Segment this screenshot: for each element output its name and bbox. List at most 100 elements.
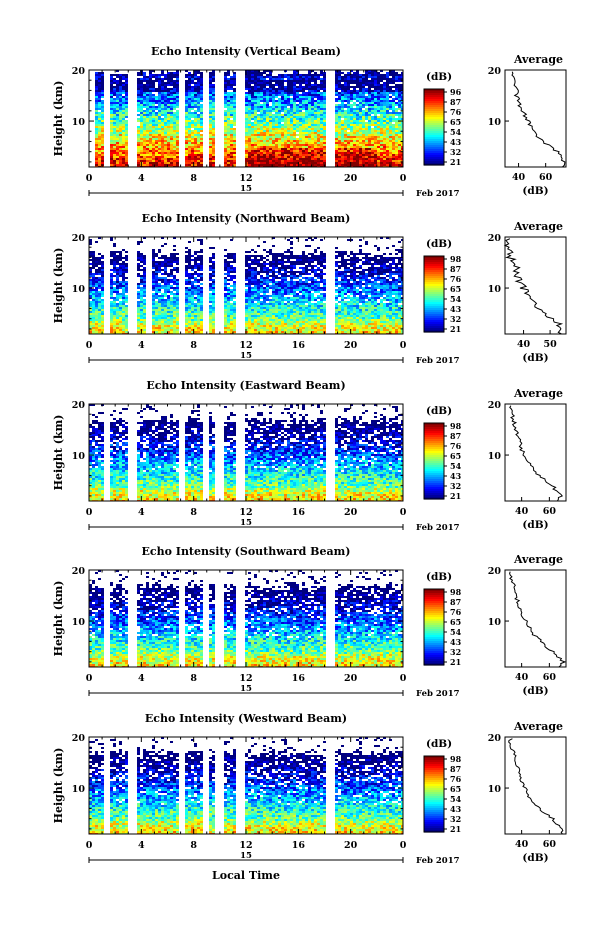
heatmap-cell xyxy=(113,261,116,263)
heatmap-cell xyxy=(233,100,236,102)
heatmap-cell xyxy=(125,331,128,333)
heatmap-cell xyxy=(317,98,320,100)
heatmap-cell xyxy=(359,84,362,86)
heatmap-cell xyxy=(224,126,227,128)
heatmap-cell xyxy=(392,126,395,128)
heatmap-cell xyxy=(146,78,149,80)
heatmap-cell xyxy=(365,144,368,146)
heatmap-cell xyxy=(152,295,155,297)
heatmap-cell xyxy=(89,279,92,281)
heatmap-cell xyxy=(110,162,113,164)
heatmap-cell xyxy=(311,78,314,80)
heatmap-cell xyxy=(200,158,203,160)
x-tick-label: 16 xyxy=(292,173,306,184)
heatmap-cell xyxy=(110,134,113,136)
profile-title: Average xyxy=(513,53,563,66)
heatmap-cell xyxy=(311,108,314,110)
heatmap-cell xyxy=(164,263,167,265)
colorbar-unit: (dB) xyxy=(426,71,452,83)
heatmap-cell xyxy=(308,152,311,154)
heatmap-cell xyxy=(248,94,251,96)
heatmap-cell xyxy=(278,94,281,96)
heatmap-cell xyxy=(173,146,176,148)
heatmap-cell xyxy=(101,108,104,110)
heatmap-cell xyxy=(311,96,314,98)
heatmap-cell xyxy=(110,130,113,132)
heatmap-cell xyxy=(251,142,254,144)
heatmap-cell xyxy=(263,70,266,72)
heatmap-cell xyxy=(98,114,101,116)
heatmap-cell xyxy=(359,118,362,120)
heatmap-cell xyxy=(224,92,227,94)
heatmap-cell xyxy=(140,289,143,291)
heatmap-cell xyxy=(164,100,167,102)
heatmap-cell xyxy=(194,112,197,114)
heatmap-cell xyxy=(137,82,140,84)
heatmap-cell xyxy=(212,156,215,158)
heatmap-cell xyxy=(173,100,176,102)
heatmap-cell xyxy=(209,106,212,108)
heatmap-cell xyxy=(365,102,368,104)
heatmap-cell xyxy=(185,150,188,152)
heatmap-cell xyxy=(254,106,257,108)
heatmap-cell xyxy=(290,144,293,146)
heatmap-cell xyxy=(347,156,350,158)
heatmap-cell xyxy=(194,142,197,144)
heatmap-cell xyxy=(95,72,98,74)
heatmap-cell xyxy=(146,100,149,102)
heatmap-cell xyxy=(350,144,353,146)
heatmap-cell xyxy=(140,116,143,118)
heatmap-cell xyxy=(278,124,281,126)
heatmap-cell xyxy=(197,164,200,166)
heatmap-cell xyxy=(92,321,95,323)
heatmap-cell xyxy=(167,126,170,128)
heatmap-cell xyxy=(275,90,278,92)
heatmap-cell xyxy=(350,116,353,118)
heatmap-cell xyxy=(161,140,164,142)
heatmap-cell xyxy=(140,309,143,311)
heatmap-cell xyxy=(164,287,167,289)
heatmap-cell xyxy=(170,319,173,321)
heatmap-cell xyxy=(287,150,290,152)
heatmap-cell xyxy=(143,162,146,164)
heatmap-cell xyxy=(98,285,101,287)
heatmap-cell xyxy=(200,142,203,144)
heatmap-cell xyxy=(317,124,320,126)
heatmap-cell xyxy=(347,76,350,78)
heatmap-cell xyxy=(257,132,260,134)
heatmap-cell xyxy=(275,162,278,164)
heatmap-cell xyxy=(359,86,362,88)
heatmap-cell xyxy=(317,134,320,136)
heatmap-cell xyxy=(170,154,173,156)
heatmap-cell xyxy=(314,152,317,154)
heatmap-cell xyxy=(146,154,149,156)
heatmap-cell xyxy=(119,253,122,255)
heatmap-cell xyxy=(152,90,155,92)
heatmap-cell xyxy=(320,106,323,108)
heatmap-cell xyxy=(254,112,257,114)
heatmap-cell xyxy=(155,277,158,279)
heatmap-cell xyxy=(110,253,113,255)
heatmap-cell xyxy=(152,102,155,104)
heatmap-cell xyxy=(224,140,227,142)
heatmap-cell xyxy=(158,130,161,132)
heatmap-cell xyxy=(185,315,188,317)
heatmap-cell xyxy=(200,72,203,74)
heatmap-cell xyxy=(191,92,194,94)
heatmap-cell xyxy=(311,120,314,122)
heatmap-cell xyxy=(323,154,326,156)
heatmap-cell xyxy=(164,309,167,311)
heatmap-cell xyxy=(305,78,308,80)
heatmap-cell xyxy=(389,128,392,130)
heatmap-cell xyxy=(164,327,167,329)
heatmap-cell xyxy=(290,142,293,144)
heatmap-cell xyxy=(257,140,260,142)
heatmap-cell xyxy=(305,94,308,96)
heatmap-cell xyxy=(389,162,392,164)
heatmap-cell xyxy=(197,82,200,84)
heatmap-cell xyxy=(356,154,359,156)
heatmap-cell xyxy=(278,104,281,106)
heatmap-cell xyxy=(347,122,350,124)
heatmap-cell xyxy=(377,80,380,82)
heatmap-cell xyxy=(335,106,338,108)
